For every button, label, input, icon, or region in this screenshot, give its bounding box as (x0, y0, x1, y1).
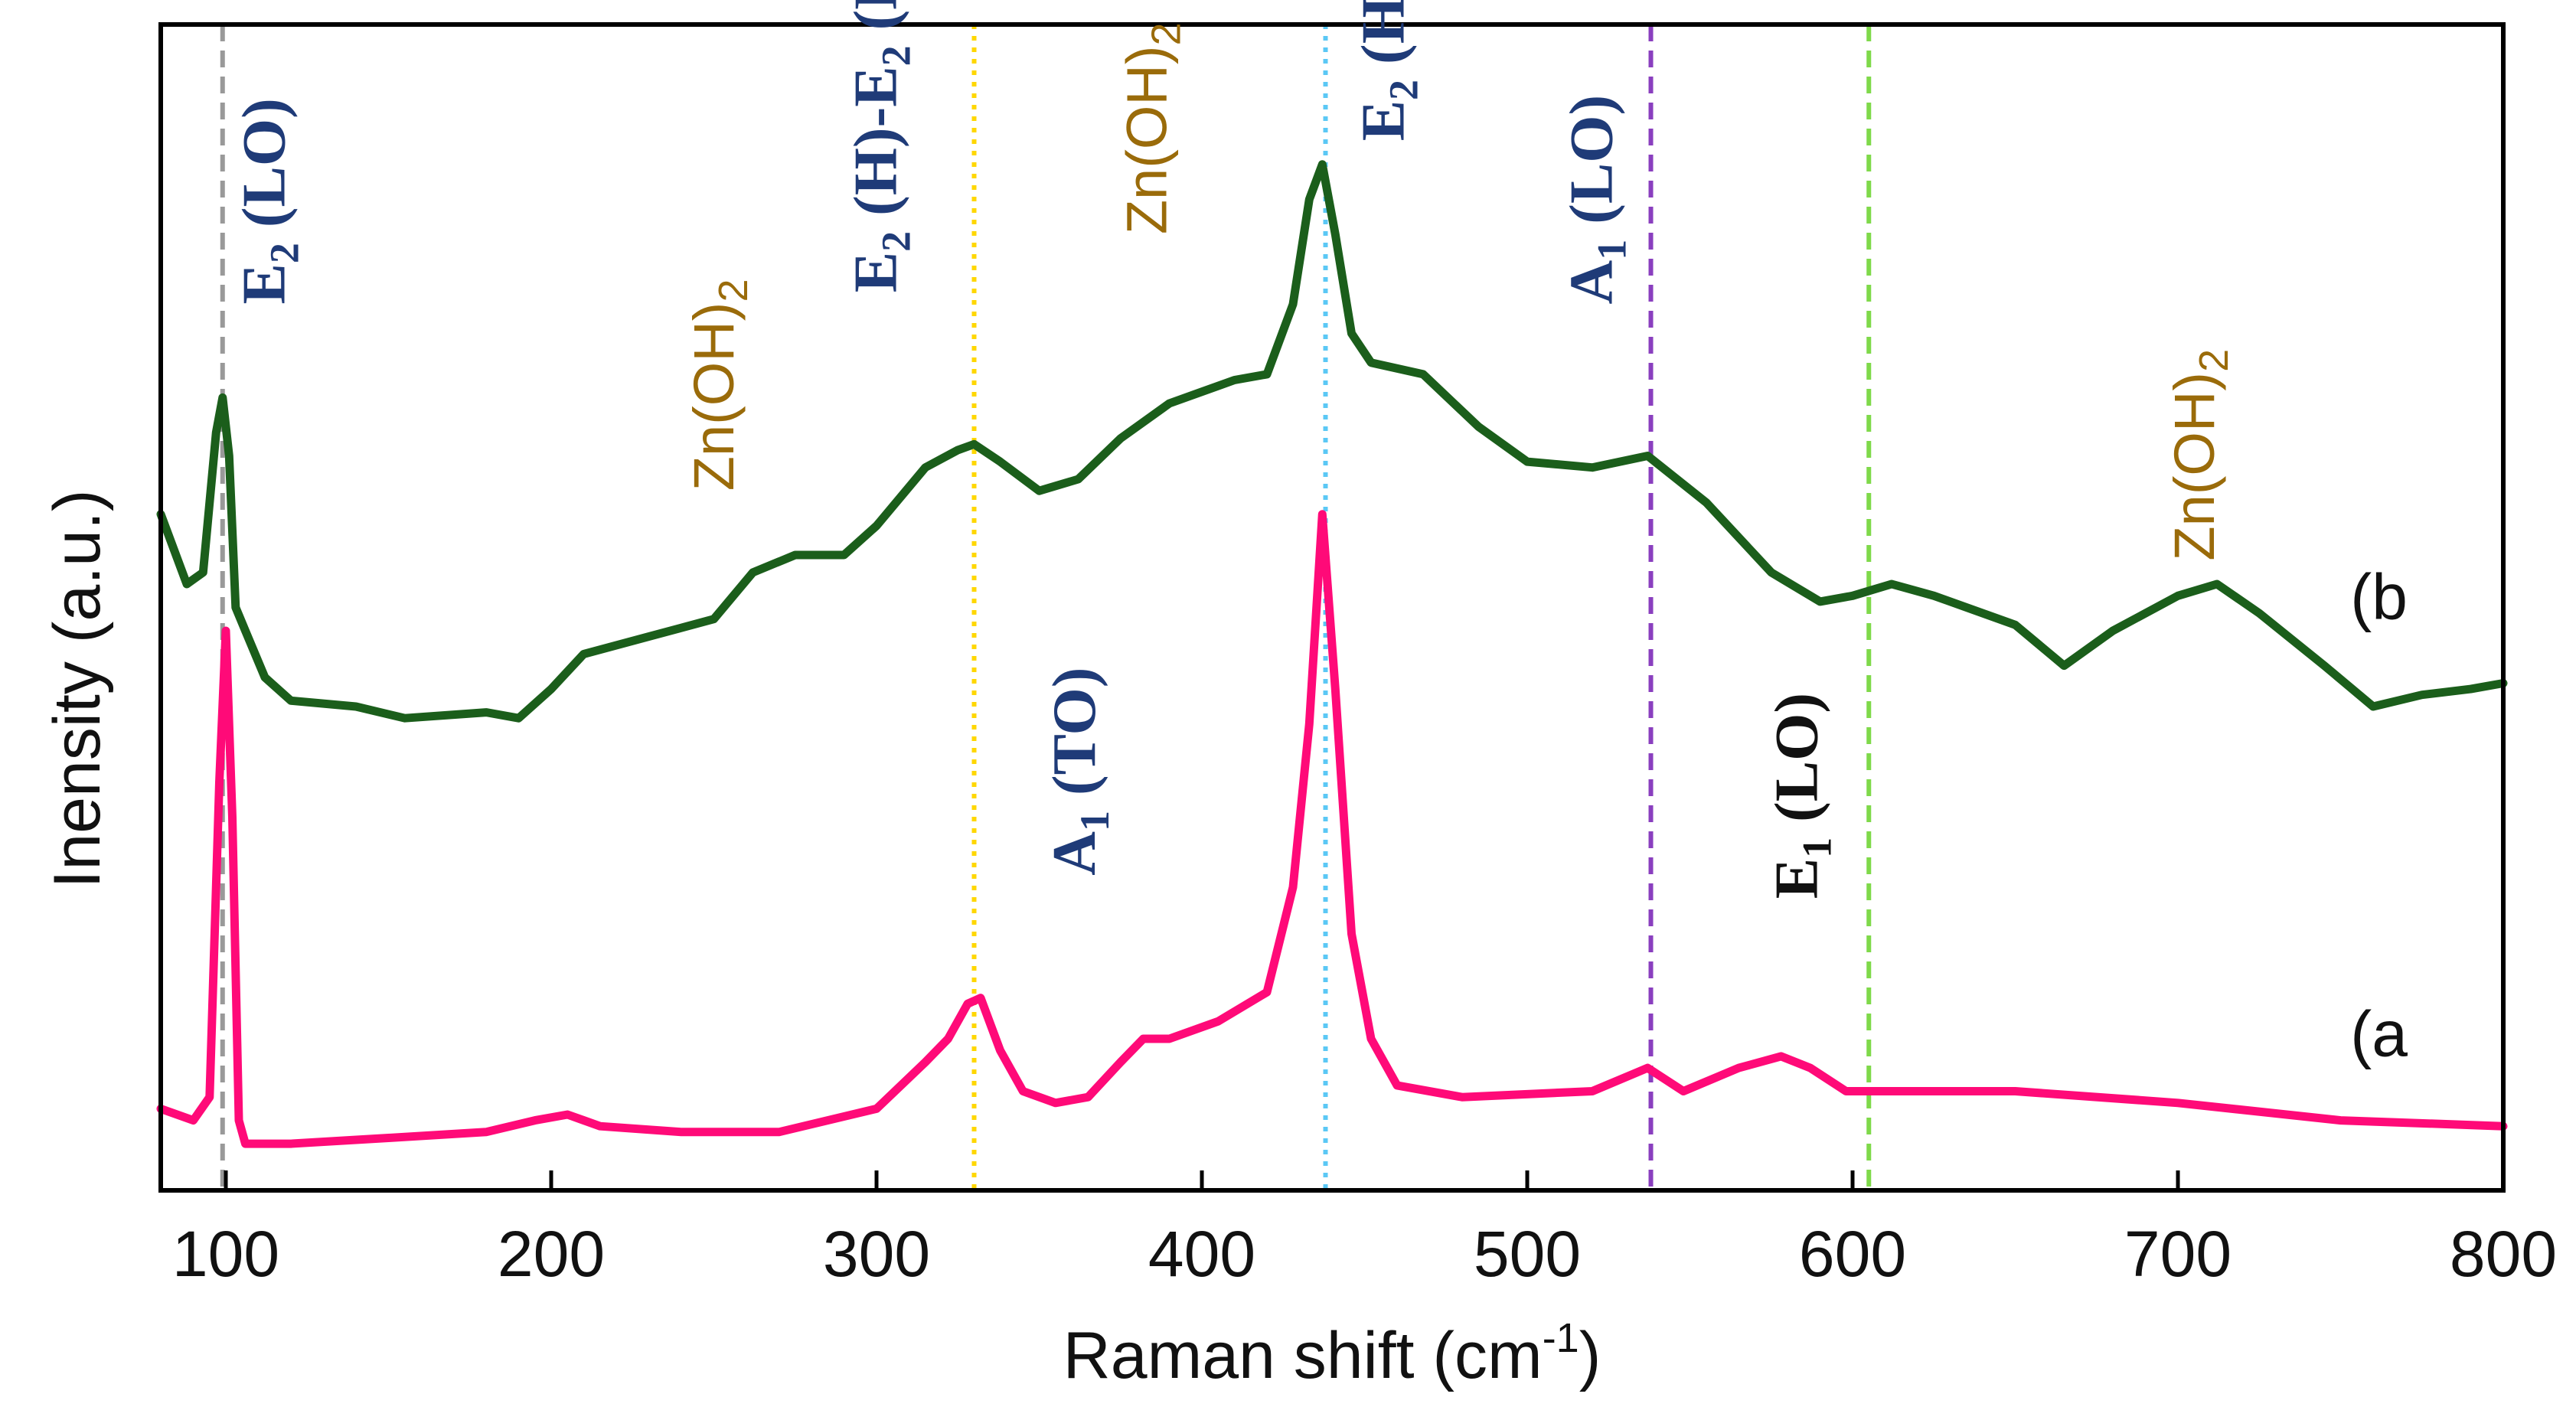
x-tick-label: 400 (1148, 1218, 1255, 1290)
mode-annotation: E2 (H) (1350, 0, 1427, 141)
x-tick-label: 200 (498, 1218, 605, 1290)
znoh-annotation: Zn(OH)2 (1115, 22, 1189, 234)
mode-annotation: E2 (H)-E2 (LO) (843, 0, 919, 292)
series-lines (156, 160, 2508, 1148)
plot-frame (158, 22, 2506, 1193)
reference-lines (220, 24, 1872, 1190)
y-axis-title: Inensity (a.u.) (41, 490, 114, 889)
x-axis: 100 200 300 400 500 600 700 800 (172, 1170, 2557, 1290)
mode-annotation: E2 (LO) (231, 98, 308, 304)
x-tick-label: 500 (1474, 1218, 1581, 1290)
mode-annotation: A1 (LO) (1559, 95, 1635, 305)
annotations: E2 (LO) E2 (H)-E2 (LO) E2 (H) A1 (LO) A1 (TO… (231, 0, 2408, 1069)
mode-annotation: E1 (LO) (1763, 693, 1840, 899)
series-label-a: (a (2350, 997, 2408, 1069)
series-line-a (156, 510, 2508, 1148)
x-tick-label: 700 (2124, 1218, 2232, 1290)
x-tick-label: 800 (2450, 1218, 2557, 1290)
x-tick-label: 100 (172, 1218, 279, 1290)
x-axis-title: Raman shift (cm-1) (1063, 1315, 1601, 1392)
series-label-b: (b (2350, 560, 2408, 632)
x-tick-label: 600 (1799, 1218, 1906, 1290)
x-tick-label: 300 (823, 1218, 930, 1290)
znoh-annotation: Zn(OH)2 (682, 279, 756, 491)
series-line-b (156, 160, 2508, 723)
znoh-annotation: Zn(OH)2 (2163, 349, 2237, 561)
mode-annotation: A1 (TO) (1041, 668, 1118, 876)
